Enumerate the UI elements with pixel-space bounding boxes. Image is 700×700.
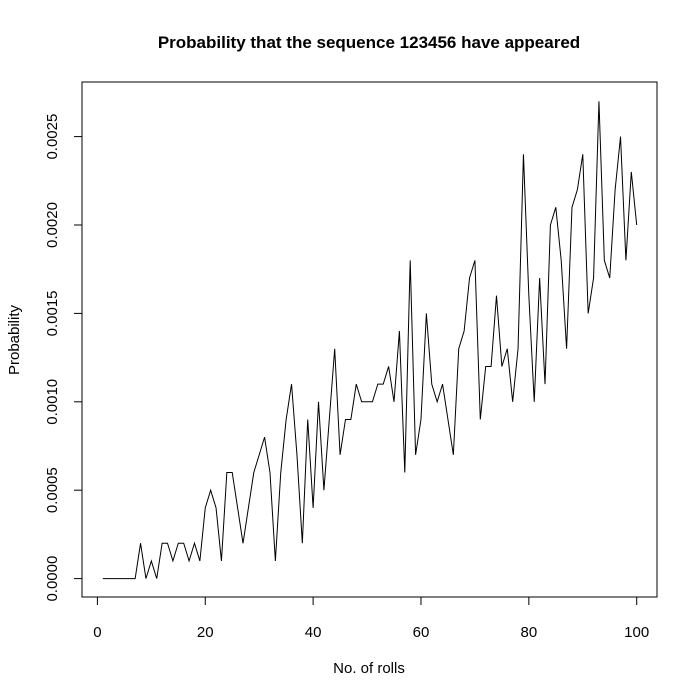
- x-tick-label: 60: [413, 624, 430, 641]
- chart-title: Probability that the sequence 123456 hav…: [158, 33, 580, 52]
- x-tick-label: 100: [624, 624, 649, 641]
- x-tick-label: 80: [520, 624, 537, 641]
- x-tick-label: 0: [93, 624, 101, 641]
- plot-frame: [81, 81, 658, 598]
- y-tick-label: 0.0005: [44, 467, 61, 513]
- y-tick-label: 0.0000: [44, 556, 61, 602]
- series-line: [102, 101, 638, 580]
- x-tick-label: 40: [305, 624, 322, 641]
- x-tick-label: 20: [197, 624, 214, 641]
- x-axis-label: No. of rolls: [333, 660, 405, 677]
- y-axis: 0.0000 0.0005 0.0010 0.0015 0.0020 0.0025: [44, 114, 83, 602]
- y-tick-label: 0.0010: [44, 379, 61, 425]
- y-tick-label: 0.0020: [44, 202, 61, 248]
- y-tick-label: 0.0025: [44, 114, 61, 160]
- y-tick-label: 0.0015: [44, 290, 61, 336]
- x-axis: 0 20 40 60 80 100: [93, 596, 649, 641]
- y-axis-label: Probability: [6, 304, 23, 375]
